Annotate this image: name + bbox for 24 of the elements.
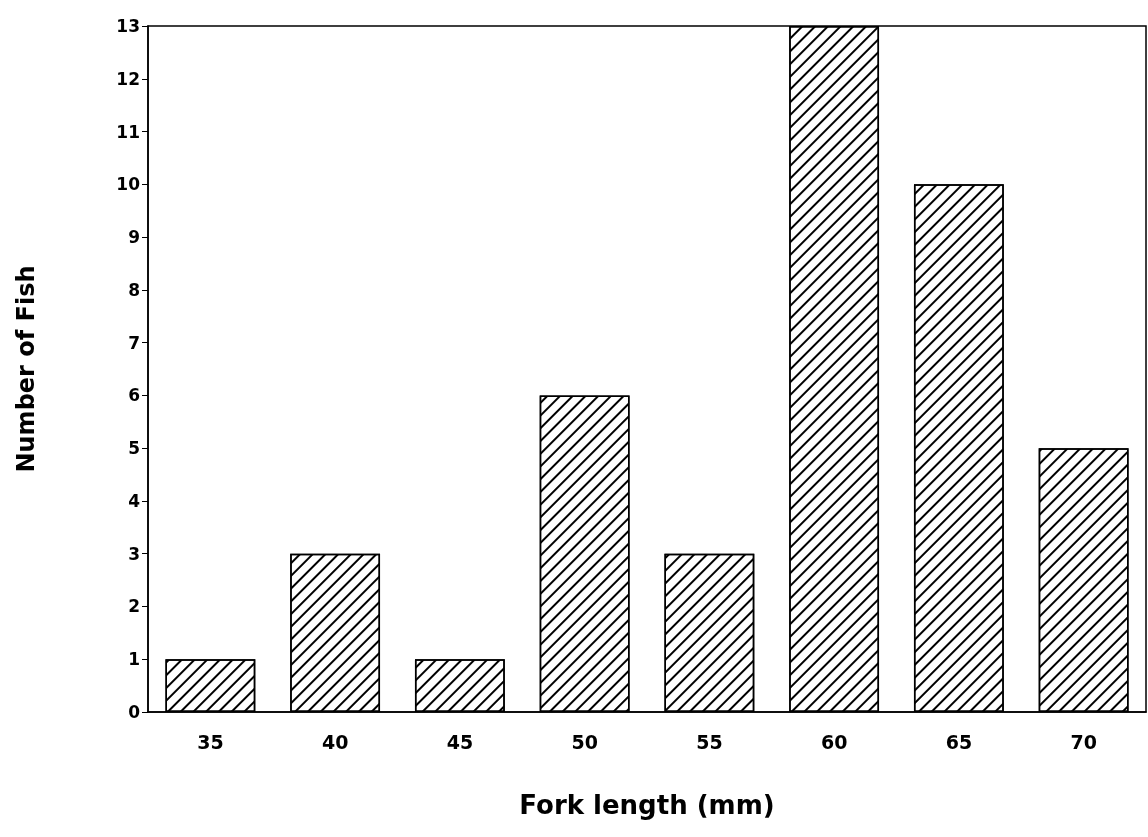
y-tick-label: 5 (128, 438, 140, 459)
y-tick-label: 2 (128, 596, 140, 617)
x-tick-label: 65 (945, 730, 973, 753)
y-tick-label: 7 (128, 332, 140, 353)
y-tick-label: 0 (128, 702, 141, 722)
x-tick-label: 60 (820, 730, 848, 753)
y-tick-label: 9 (128, 227, 140, 248)
y-tick-label: 10 (116, 174, 141, 195)
x-tick-label: 40 (321, 730, 349, 753)
x-axis-title: Fork length (mm) (519, 790, 775, 820)
y-tick-label: 11 (116, 121, 140, 142)
y-tick-label: 3 (128, 543, 140, 564)
y-tick-label: 13 (116, 16, 140, 36)
y-tick-label: 1 (128, 649, 140, 670)
x-tick-label: 45 (446, 730, 474, 753)
x-tick-label: 35 (197, 730, 224, 753)
y-tick-label: 12 (116, 68, 140, 89)
x-tick-label: 70 (1070, 730, 1097, 753)
y-axis-title: Number of Fish (12, 265, 40, 473)
x-tick-label: 50 (571, 730, 598, 753)
y-tick-label: 4 (128, 490, 141, 511)
y-tick-label: 6 (128, 385, 140, 406)
y-tick-label: 8 (128, 279, 140, 300)
x-tick-label: 55 (696, 730, 723, 753)
